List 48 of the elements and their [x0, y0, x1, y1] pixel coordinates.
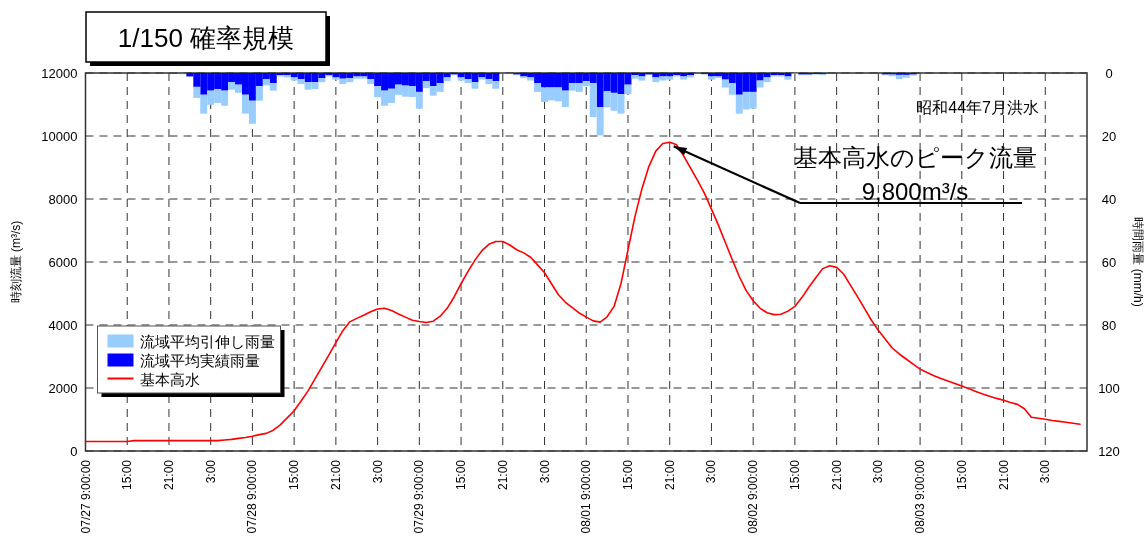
x-tick-label: 21:00 — [662, 459, 677, 491]
x-tick-label: 07/27 9:00:00 — [78, 459, 93, 534]
x-tick-label: 15:00 — [787, 459, 802, 491]
x-tick-label: 21:00 — [495, 459, 510, 491]
y-tick-label: 10000 — [41, 129, 78, 144]
x-tick-label: 21:00 — [161, 459, 176, 491]
y2-tick-label: 100 — [1098, 381, 1120, 396]
y-tick-label: 2000 — [48, 381, 78, 396]
x-tick-label: 3:00 — [203, 459, 218, 484]
x-tick-label: 21:00 — [829, 459, 844, 491]
y2-tick-label: 20 — [1101, 129, 1117, 144]
chart-title: 1/150 確率規模 — [117, 23, 295, 53]
x-tick-label: 21:00 — [328, 459, 343, 491]
annotation: 基本高水のピーク流量 9,800m³/s — [673, 144, 1037, 205]
legend-label: 流域平均実績雨量 — [139, 351, 260, 369]
x-tick-label: 3:00 — [537, 459, 552, 484]
y-tick-label: 0 — [70, 444, 78, 459]
y2-axis-title: 時間雨量 (mm/h) — [1131, 217, 1145, 307]
x-tick-label: 15:00 — [120, 459, 135, 491]
x-tick-label: 07/28 9:00:00 — [245, 459, 260, 534]
y-tick-label: 8000 — [48, 192, 78, 207]
y2-tick-label: 40 — [1101, 192, 1117, 207]
y-tick-label: 4000 — [48, 318, 78, 333]
legend-label: 流域平均引伸し雨量 — [139, 332, 275, 350]
x-tick-label: 3:00 — [704, 459, 719, 484]
y-tick-label: 6000 — [48, 255, 78, 270]
title: 1/150 確率規模 — [85, 11, 330, 66]
x-tick-label: 3:00 — [871, 459, 886, 484]
y2-tick-label: 60 — [1101, 255, 1117, 270]
x-tick-label: 15:00 — [287, 459, 302, 491]
x-tick-label: 3:00 — [370, 459, 385, 484]
y2-tick-label: 120 — [1098, 444, 1120, 459]
y-axis-title: 時刻流量 (m³/s) — [9, 220, 23, 304]
x-tick-label: 3:00 — [1038, 459, 1053, 484]
annotation: 昭和44年7月洪水 — [916, 99, 1039, 116]
x-tick-label: 15:00 — [620, 459, 635, 491]
y2-tick-label: 80 — [1101, 318, 1117, 333]
x-tick-label: 08/02 9:00:00 — [746, 459, 761, 534]
annotation: 基本高水のピーク流量 9,800m³/s — [793, 144, 1037, 205]
legend-label: 基本高水 — [139, 370, 200, 388]
y2-tick-label: 0 — [1105, 66, 1113, 81]
x-tick-label: 08/01 9:00:00 — [579, 459, 594, 534]
x-tick-label: 15:00 — [454, 459, 469, 491]
x-tick-label: 07/29 9:00:00 — [412, 459, 427, 534]
x-tick-label: 21:00 — [996, 459, 1011, 491]
x-tick-label: 15:00 — [954, 459, 969, 491]
x-tick-label: 08/03 9:00:00 — [913, 459, 928, 534]
y-tick-label: 12000 — [41, 66, 78, 81]
